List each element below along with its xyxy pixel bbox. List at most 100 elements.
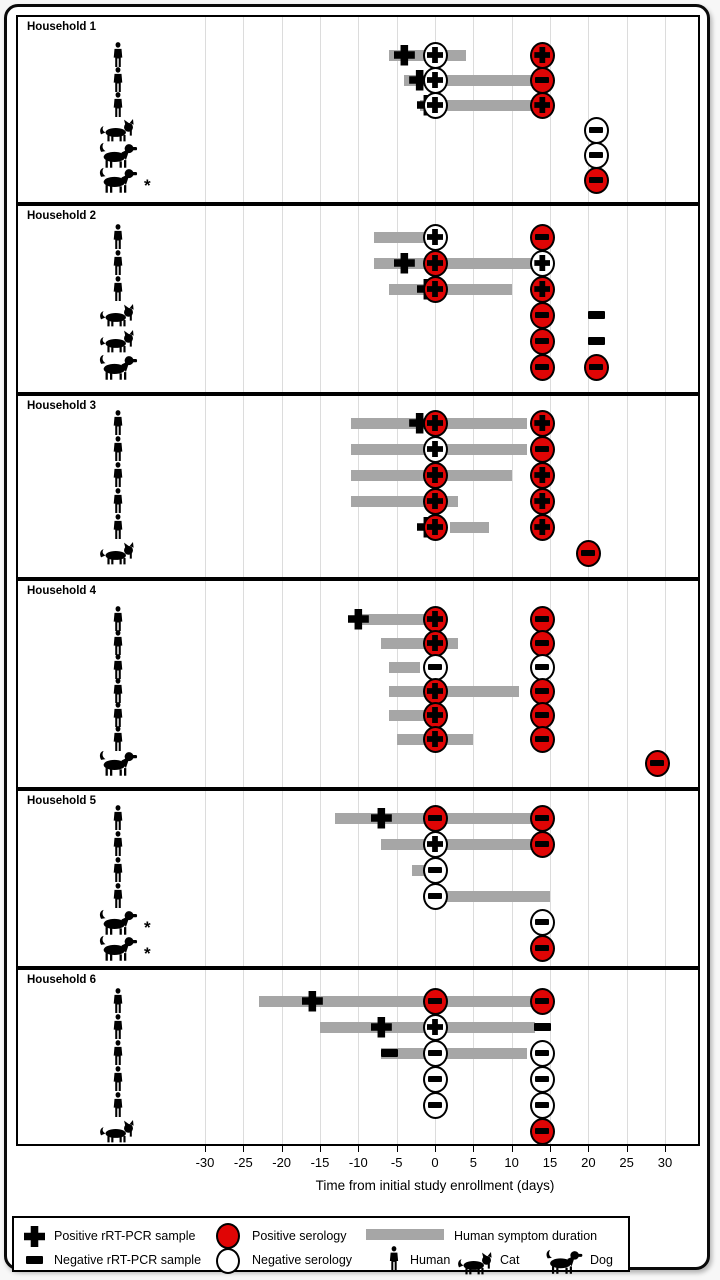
negative-pcr-icon xyxy=(26,1256,43,1264)
axis-tick-label: 0 xyxy=(431,1155,439,1170)
symptom-duration-bar xyxy=(389,661,420,673)
gridline-day--15 xyxy=(320,791,321,966)
human-icon xyxy=(113,513,123,539)
gridline-day--25 xyxy=(243,581,245,787)
axis-tick-label: 20 xyxy=(581,1155,596,1170)
marker-sero-pos-pcr-pos xyxy=(529,487,555,515)
inner-pcr-positive-cross xyxy=(534,281,551,297)
gridline-day--20 xyxy=(281,581,283,787)
marker-sero-pos-pcr-pos xyxy=(529,409,555,437)
positive-pcr-icon xyxy=(24,1226,45,1247)
gridline-day-15 xyxy=(550,396,551,577)
symptom-duration-bar xyxy=(419,99,535,111)
gridline-day--25 xyxy=(243,17,245,202)
gridline-day-10 xyxy=(511,396,513,577)
inner-pcr-positive-cross xyxy=(534,255,551,271)
inner-pcr-negative-bar xyxy=(535,1127,550,1135)
marker-sero-neg-pcr-neg xyxy=(583,116,609,144)
dog-icon xyxy=(99,167,138,193)
inner-pcr-positive-cross xyxy=(427,1019,443,1035)
marker-sero-pos-pcr-pos xyxy=(422,409,448,437)
gridline-day--20 xyxy=(281,396,283,577)
marker-pcr-negative xyxy=(587,337,605,345)
inner-pcr-negative-bar xyxy=(428,1049,442,1057)
x-axis-title: Time from initial study enrollment (days… xyxy=(315,1178,555,1193)
marker-sero-neg-pcr-neg xyxy=(422,856,448,884)
household-panel-3: Household 3 xyxy=(16,394,700,579)
symptom-duration-bar xyxy=(381,838,535,850)
marker-sero-pos-pcr-neg xyxy=(529,934,555,962)
axis-tick-label: -5 xyxy=(390,1155,403,1170)
inner-pcr-negative-bar xyxy=(535,1101,550,1109)
gridline-day-15 xyxy=(550,791,551,966)
marker-sero-pos-pcr-pos xyxy=(529,461,555,489)
marker-sero-pos-pcr-neg xyxy=(529,605,555,633)
marker-pcr-negative xyxy=(380,1049,398,1057)
symptom-duration-bar xyxy=(389,283,512,295)
legend-label-negative-pcr: Negative rRT-PCR sample xyxy=(54,1253,202,1267)
gridline-day--10 xyxy=(358,970,360,1144)
gridline-day--20 xyxy=(281,17,283,202)
marker-sero-neg-pcr-neg xyxy=(422,882,448,910)
cat-icon xyxy=(100,541,134,564)
human-icon xyxy=(113,1013,123,1039)
inner-pcr-positive-cross xyxy=(427,255,443,271)
inner-pcr-negative-bar xyxy=(589,176,603,184)
marker-sero-pos-pcr-neg xyxy=(529,677,555,705)
inner-pcr-positive-cross xyxy=(427,493,443,509)
marker-sero-pos-pcr-neg xyxy=(529,701,555,729)
inner-pcr-negative-bar xyxy=(428,663,442,671)
gridline-day-25 xyxy=(626,206,628,392)
inner-pcr-negative-bar xyxy=(589,151,603,159)
inner-pcr-negative-bar xyxy=(535,233,550,241)
gridline-day--30 xyxy=(205,581,206,787)
inner-pcr-positive-cross xyxy=(427,281,443,297)
inner-pcr-negative-bar xyxy=(535,997,550,1005)
symptom-duration-bar xyxy=(373,257,535,269)
axis-tick xyxy=(665,1146,666,1152)
negative-serology-icon xyxy=(216,1248,240,1274)
inner-pcr-positive-cross xyxy=(427,467,443,483)
cat-icon xyxy=(458,1252,492,1275)
symptom-duration-bar xyxy=(404,74,535,86)
gridline-day-10 xyxy=(511,206,513,392)
human-icon xyxy=(113,435,123,461)
axis-tick xyxy=(550,1146,551,1152)
marker-sero-neg-pcr-neg xyxy=(422,1039,448,1067)
human-icon xyxy=(113,701,123,727)
symptom-duration-bar xyxy=(358,613,435,625)
marker-sero-neg-pcr-neg xyxy=(529,1039,555,1067)
marker-sero-pos-pcr-pos xyxy=(422,605,448,633)
legend-label-human: Human xyxy=(410,1253,451,1267)
marker-sero-pos-pcr-neg xyxy=(529,435,555,463)
inner-pcr-positive-cross xyxy=(534,519,551,535)
marker-sero-pos-pcr-pos xyxy=(529,513,555,541)
marker-sero-neg-pcr-pos xyxy=(422,435,448,463)
inner-pcr-negative-bar xyxy=(589,126,603,134)
gridline-day-30 xyxy=(665,17,666,202)
gridline-day--20 xyxy=(281,970,283,1144)
axis-tick xyxy=(473,1146,475,1152)
household-label: Household 5 xyxy=(27,795,97,807)
marker-sero-neg-pcr-pos xyxy=(529,249,555,277)
gridline-day-20 xyxy=(588,396,590,577)
marker-sero-neg-pcr-neg xyxy=(529,1091,555,1119)
marker-sero-pos-pcr-neg xyxy=(529,353,555,381)
symptom-duration-bar xyxy=(435,890,550,902)
axis-tick-label: 30 xyxy=(657,1155,673,1170)
marker-sero-pos-pcr-pos xyxy=(529,275,555,303)
legend-label-negative-serology: Negative serology xyxy=(252,1253,353,1267)
inner-pcr-positive-cross xyxy=(534,415,551,431)
axis-tick-label: -20 xyxy=(272,1155,292,1170)
inner-pcr-positive-cross xyxy=(427,97,443,113)
human-icon xyxy=(113,1091,123,1117)
human-icon xyxy=(113,66,123,92)
inner-pcr-negative-bar xyxy=(535,615,550,623)
marker-sero-pos-pcr-neg xyxy=(583,166,609,194)
marker-sero-neg-pcr-pos xyxy=(422,223,448,251)
positive-serology-icon xyxy=(216,1223,240,1249)
household-panel-4: Household 4 xyxy=(16,579,700,789)
inner-pcr-negative-bar xyxy=(535,76,550,84)
human-icon xyxy=(113,605,123,631)
axis-tick xyxy=(243,1146,245,1152)
